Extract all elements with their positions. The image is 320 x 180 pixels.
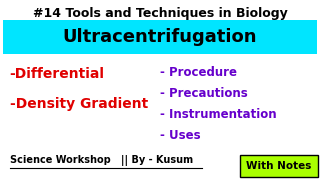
FancyBboxPatch shape xyxy=(240,155,318,177)
Text: -Differential: -Differential xyxy=(10,67,105,81)
Text: With Notes: With Notes xyxy=(246,161,312,171)
Text: Science Workshop   || By - Kusum: Science Workshop || By - Kusum xyxy=(10,155,193,166)
Text: #14 Tools and Techniques in Biology: #14 Tools and Techniques in Biology xyxy=(33,7,287,20)
Text: - Uses: - Uses xyxy=(160,129,201,142)
Text: - Precautions: - Precautions xyxy=(160,87,248,100)
Text: Ultracentrifugation: Ultracentrifugation xyxy=(63,28,257,46)
Text: - Instrumentation: - Instrumentation xyxy=(160,108,276,121)
FancyBboxPatch shape xyxy=(3,20,317,54)
Text: - Procedure: - Procedure xyxy=(160,66,237,79)
Text: -Density Gradient: -Density Gradient xyxy=(10,97,148,111)
